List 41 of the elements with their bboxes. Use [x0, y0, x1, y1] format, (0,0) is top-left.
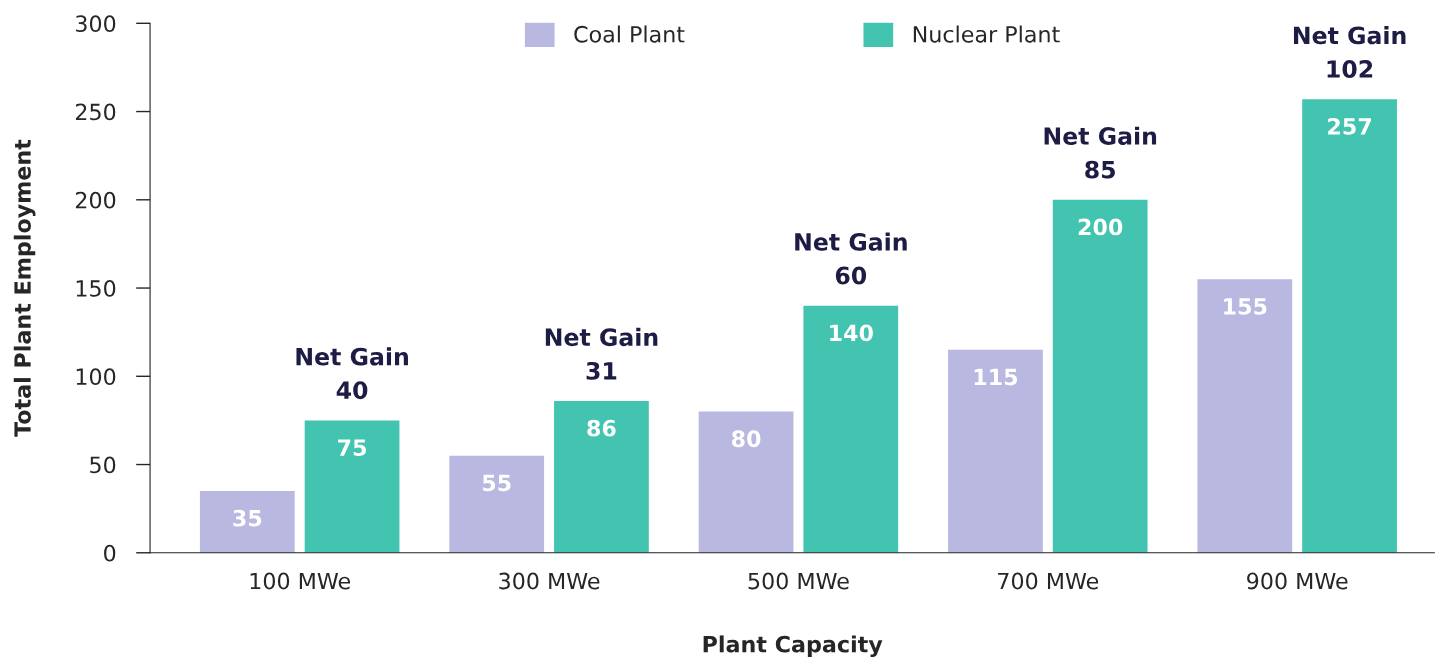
bar: [698, 411, 794, 553]
data-label: 35: [233, 509, 262, 527]
bar: [948, 349, 1043, 553]
bar: [449, 455, 545, 553]
data-label: 140: [830, 324, 873, 342]
bar: [304, 420, 400, 553]
bar: [199, 491, 295, 553]
data-label: 80: [731, 430, 761, 448]
annotation: Net Gain 85: [1044, 126, 1157, 179]
y-tick-label: 100: [76, 368, 116, 386]
bar: [554, 401, 649, 553]
x-tick-label: 100 MWe: [250, 572, 351, 590]
data-label: 75: [338, 439, 366, 456]
data-label: 55: [482, 474, 511, 492]
data-label: 257: [1328, 117, 1371, 135]
bar: [1197, 279, 1293, 553]
x-tick-label: 300 MWe: [499, 572, 600, 590]
y-tick-label: 250: [75, 103, 116, 121]
y-tick-label: 150: [76, 279, 116, 297]
bar: [1302, 99, 1397, 553]
y-tick-label: 0: [104, 544, 116, 562]
annotation: Net Gain 31: [545, 327, 658, 380]
data-label: 200: [1078, 218, 1123, 236]
y-tick-label: 50: [90, 456, 116, 474]
annotation: Net Gain 40: [296, 347, 408, 400]
x-tick-label: 900 MWe: [1247, 572, 1348, 590]
y-tick-label: 300: [76, 15, 116, 33]
y-axis-title: Total Plant Employment: [13, 139, 36, 437]
x-tick-label: 700 MWe: [998, 572, 1099, 590]
x-tick-label: 500 MWe: [748, 572, 849, 590]
bar: [803, 305, 899, 553]
bar: [1052, 199, 1148, 553]
data-label: 155: [1224, 298, 1267, 315]
annotation: Net Gain 60: [795, 232, 907, 285]
legend-label: Coal Plant: [574, 25, 685, 43]
data-label: 86: [587, 419, 616, 437]
annotation: Net Gain 102: [1293, 26, 1406, 78]
x-axis-title: Plant Capacity: [703, 635, 883, 658]
data-label: 115: [974, 368, 1018, 386]
legend-label: Nuclear Plant: [913, 25, 1060, 43]
y-tick-label: 200: [75, 191, 116, 209]
